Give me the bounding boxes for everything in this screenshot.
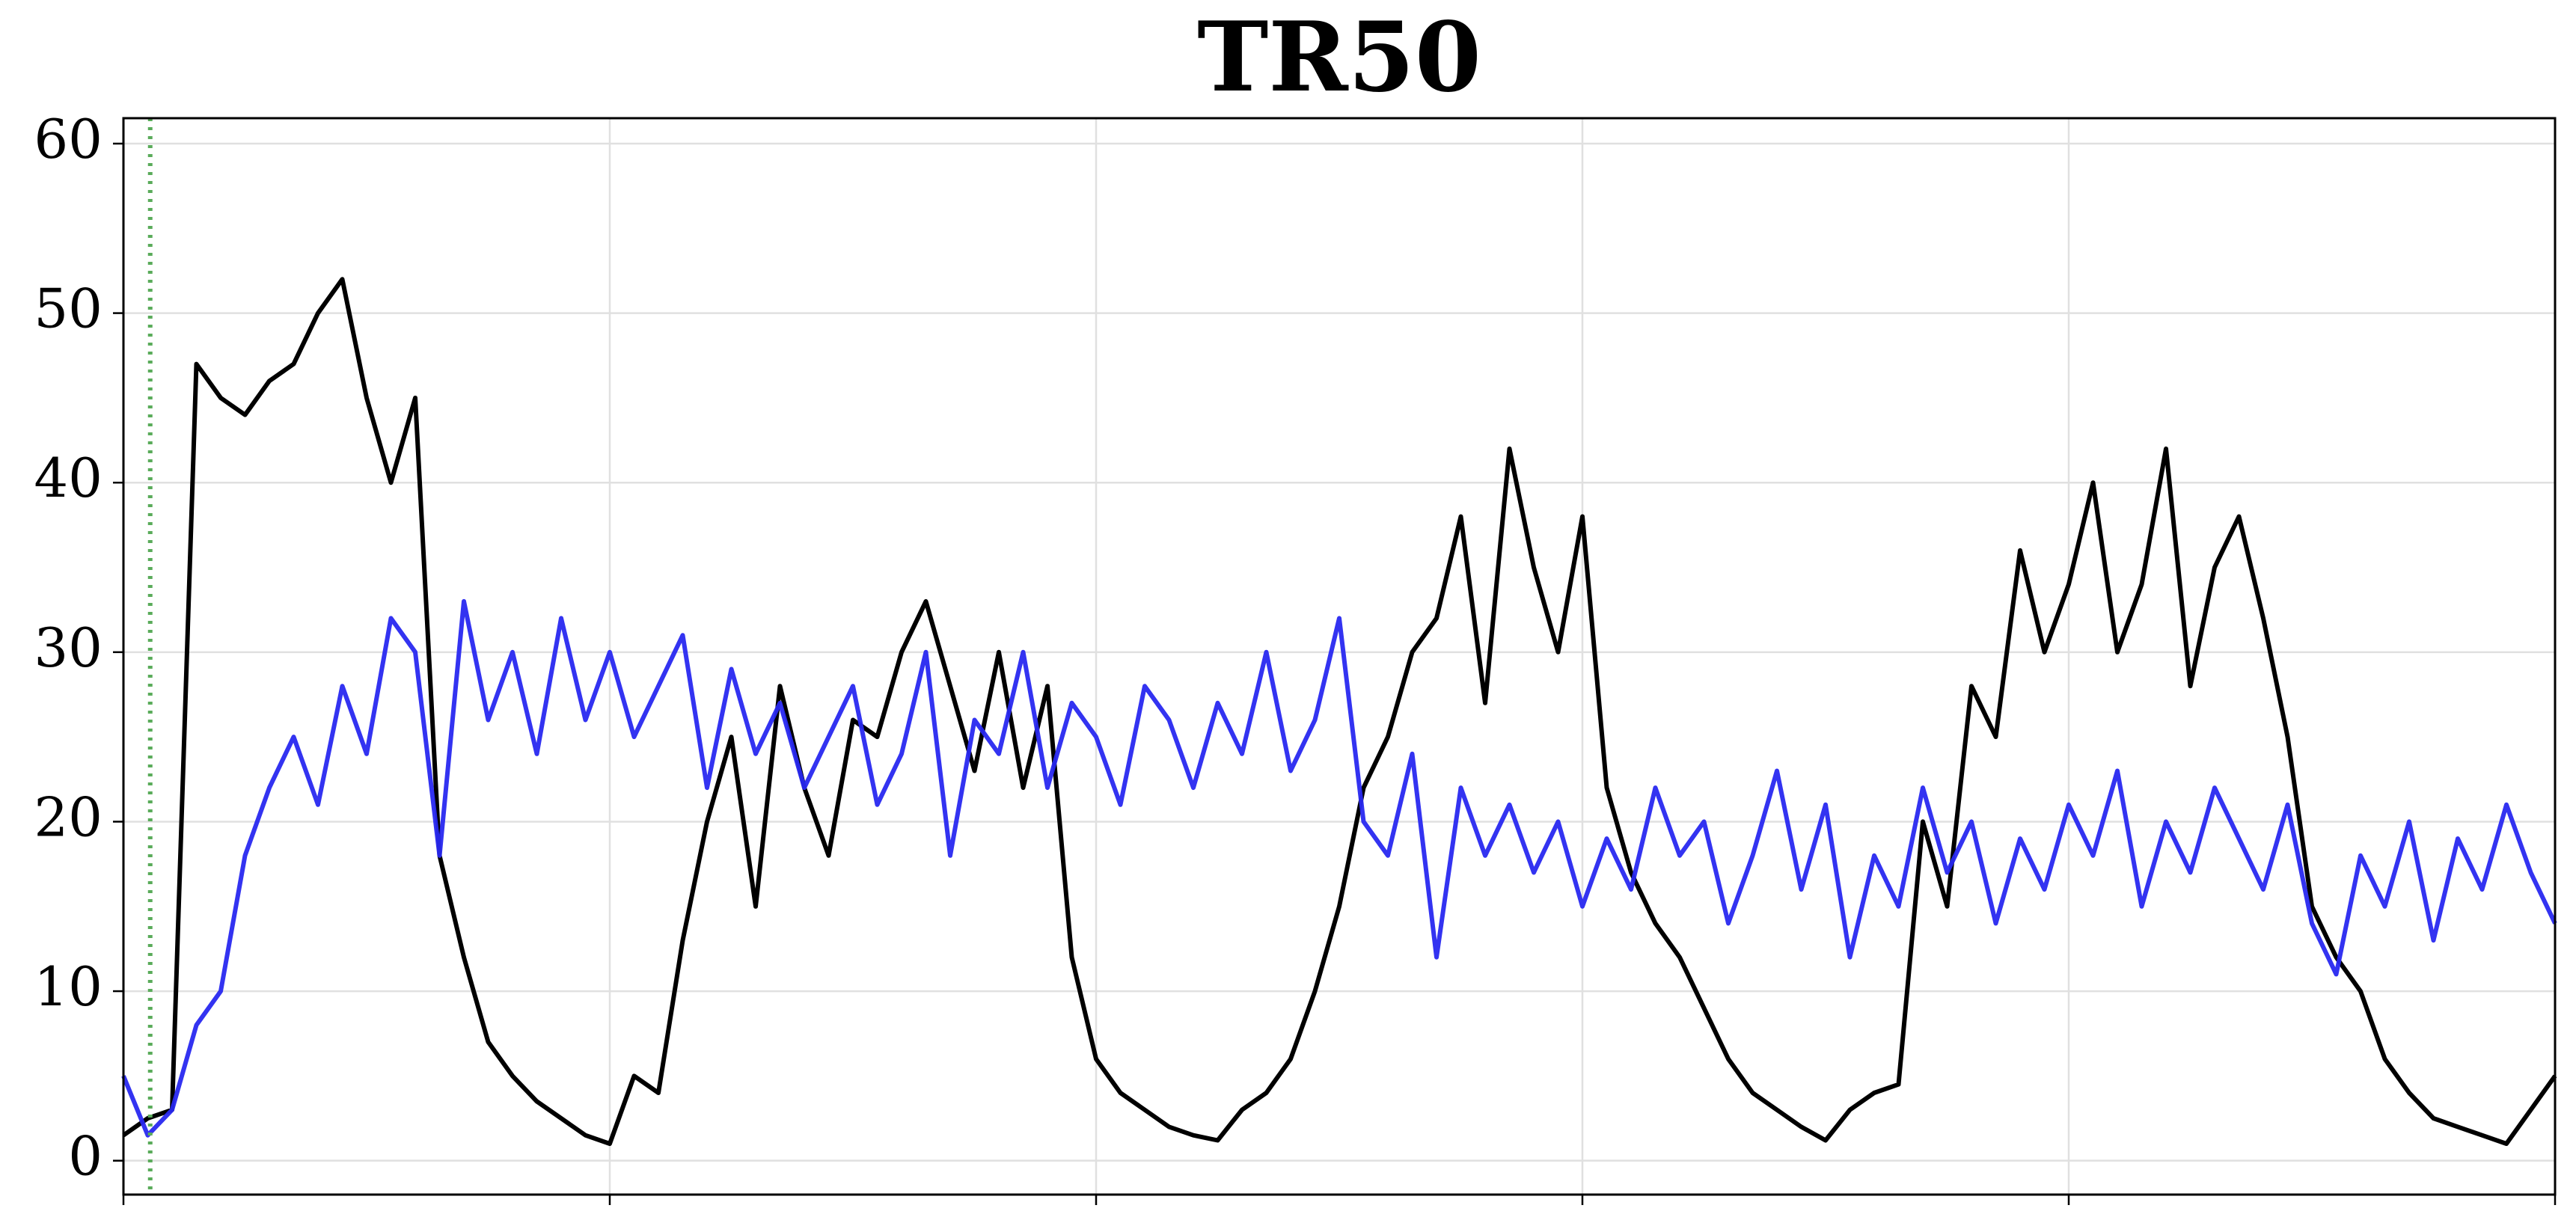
series-line <box>121 598 2557 1138</box>
chart-title: TR50 <box>1197 1 1481 114</box>
y-tick-label: 30 <box>34 616 103 679</box>
plot-frame <box>122 117 2557 1196</box>
y-tick-label: 20 <box>34 785 103 848</box>
series-line <box>122 277 2557 1146</box>
y-tick-label: 0 <box>68 1125 103 1188</box>
y-tick-label: 10 <box>34 955 103 1018</box>
y-tick-label: 60 <box>34 108 103 171</box>
y-tick-label: 50 <box>34 278 103 340</box>
y-tick-label: 40 <box>34 447 103 509</box>
